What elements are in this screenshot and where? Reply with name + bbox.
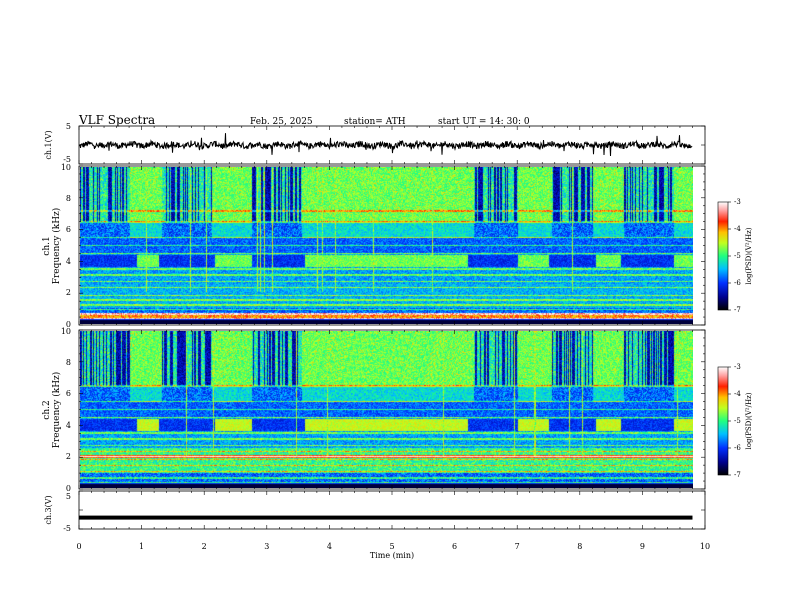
ch1-spectrogram-yticklabels: 0 2 4 6 8 10	[61, 163, 71, 329]
x-tick-label: 10	[700, 542, 710, 551]
ch2-spectrogram-ylabel-frequency: Frequency (kHz)	[51, 372, 62, 449]
x-tick-label: 0	[76, 542, 81, 551]
x-axis-label: Time (min)	[370, 551, 414, 560]
ch1-colorbar-gradient	[717, 201, 729, 311]
ch1-ytick-label: 10	[61, 163, 71, 172]
ch1-ytick-label: 2	[66, 288, 71, 297]
ch2-ytick-label: 4	[66, 421, 71, 430]
ch1-colorbar-label: log(PSD)(V²/Hz)	[745, 227, 753, 284]
x-tick-label: 2	[202, 542, 207, 551]
ch3-waveform-ytick-top: 5	[66, 492, 71, 501]
ch2-ytick-label: 8	[66, 358, 71, 367]
ch2-colorbar-tick: -4	[734, 390, 741, 398]
ch1-waveform-ylabel: ch.1(V)	[44, 130, 53, 159]
ch2-spectrogram-image	[80, 331, 693, 488]
start-time-label: start UT = 14: 30: 0	[438, 117, 530, 127]
x-tick-label: 8	[577, 542, 582, 551]
ch2-colorbar-label: log(PSD)(V²/Hz)	[745, 392, 753, 449]
ch1-colorbar-tick: -4	[734, 225, 741, 233]
x-tick-labels: 0 1 2 3 4 5 6 7 8 9 10	[76, 542, 710, 551]
ch2-colorbar-tick: -3	[734, 363, 741, 371]
ch2-colorbar-gradient	[717, 366, 729, 476]
ch1-colorbar-tick: -5	[734, 252, 741, 260]
x-tick-label: 7	[515, 542, 520, 551]
ch1-waveform-ytick-bottom: -5	[63, 155, 71, 164]
ch1-ytick-label: 6	[66, 225, 71, 234]
ch2-ytick-label: 0	[66, 484, 71, 493]
ch2-colorbar-tick: -5	[734, 417, 741, 425]
ch2-spectrogram-ylabel-channel: ch.2	[42, 400, 52, 419]
x-tick-label: 6	[452, 542, 457, 551]
date-label: Feb. 25, 2025	[250, 117, 313, 127]
ch2-colorbar: -3 -4 -5 -6 -7 log(PSD)(V²/Hz)	[717, 363, 753, 479]
ch2-ytick-label: 2	[66, 452, 71, 461]
ch1-colorbar-tick: -6	[734, 279, 741, 287]
ch2-spectrogram-yticklabels: 0 2 4 6 8 10	[61, 327, 71, 493]
x-tick-label: 5	[389, 542, 394, 551]
x-tick-label: 4	[327, 542, 332, 551]
ch1-colorbar: -3 -4 -5 -6 -7 log(PSD)(V²/Hz)	[717, 198, 753, 314]
station-label: station= ATH	[344, 117, 406, 127]
ch2-ytick-label: 10	[61, 327, 71, 336]
ch1-spectrogram-image	[80, 167, 693, 324]
ch3-waveform-ylabel: ch.3(V)	[44, 495, 53, 524]
axis-ticks	[78, 125, 706, 530]
ch2-ytick-label: 6	[66, 389, 71, 398]
ch1-ytick-label: 4	[66, 257, 71, 266]
ch1-spectrogram-ylabel-frequency: Frequency (kHz)	[51, 208, 62, 285]
x-tick-label: 3	[264, 542, 269, 551]
ch3-waveform-ytick-bottom: -5	[63, 524, 71, 533]
ch3-waveform-frame	[78, 490, 706, 530]
x-tick-label: 1	[139, 542, 144, 551]
x-tick-label: 9	[640, 542, 645, 551]
ch1-ytick-label: 8	[66, 194, 71, 203]
ch1-waveform-ytick-top: 5	[66, 122, 71, 131]
ch1-waveform-line	[78, 133, 693, 157]
ch1-spectrogram-ylabel-channel: ch.1	[42, 236, 52, 255]
ch2-colorbar-tick: -6	[734, 444, 741, 452]
ch1-colorbar-tick: -3	[734, 198, 741, 206]
ch2-colorbar-tick: -7	[734, 471, 741, 479]
ch3-waveform-band	[79, 515, 693, 520]
ch1-colorbar-tick: -7	[734, 306, 741, 314]
ch1-ytick-label: 0	[66, 320, 71, 329]
figure-title: VLF Spectra	[78, 113, 155, 127]
